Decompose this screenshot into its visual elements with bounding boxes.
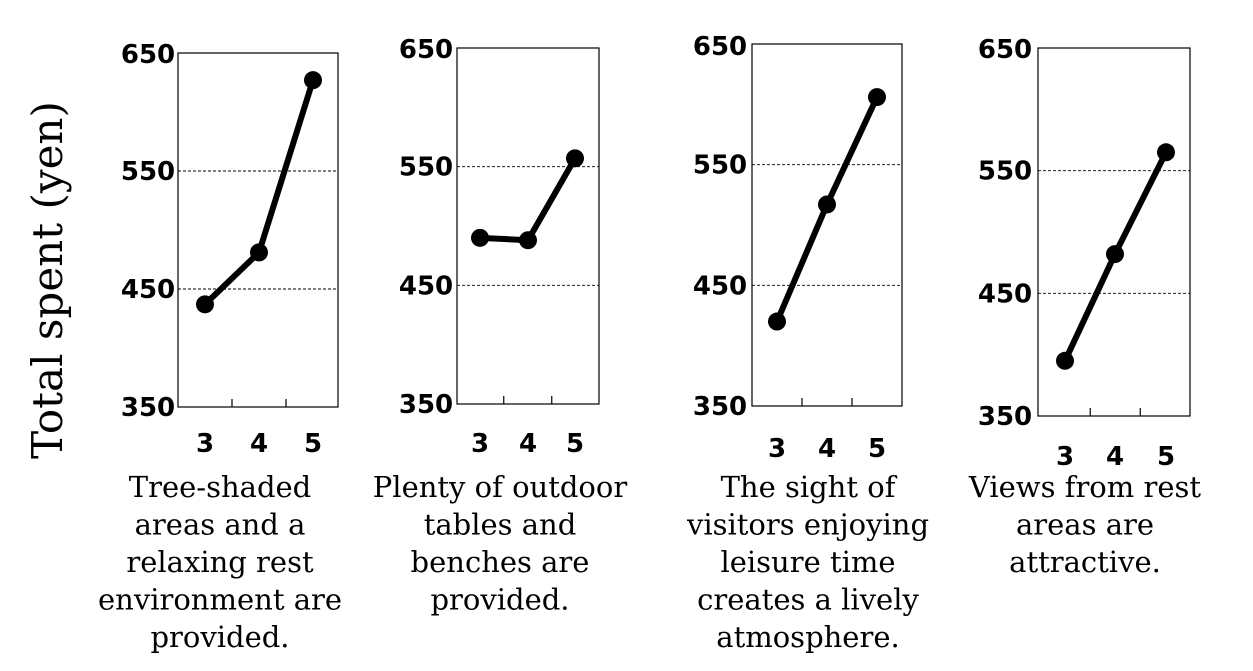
panel-caption-line: visitors enjoying	[686, 508, 929, 542]
panel-caption-line: creates a lively	[697, 583, 919, 617]
y-tick-label: 550	[399, 153, 453, 183]
y-tick-label: 650	[399, 35, 453, 65]
panel-caption-line: Plenty of outdoor	[373, 470, 628, 504]
panel-caption-line: Tree-shaded	[129, 470, 311, 504]
data-point	[471, 228, 489, 247]
panel-caption-line: The sight of	[721, 470, 898, 504]
panel-caption-line: areas and a	[135, 508, 306, 542]
panel-caption-line: leisure time	[720, 545, 895, 579]
panel-caption-line: benches are	[411, 545, 590, 579]
panel-caption-line: Views from rest	[968, 470, 1201, 504]
panel-caption-line: provided.	[430, 583, 569, 617]
series-line	[202, 77, 316, 308]
x-tick-label: 5	[1157, 442, 1175, 472]
y-tick-label: 450	[399, 271, 453, 301]
x-tick-label: 3	[196, 429, 214, 459]
y-tick-label: 550	[121, 157, 175, 187]
y-tick-label: 350	[121, 393, 175, 423]
data-point	[868, 88, 886, 107]
chart-panel-1: 650 550 450 350 3 4 5 Tree-shaded areas and arel…	[98, 40, 342, 654]
y-tick-label: 650	[693, 32, 747, 62]
panel-caption-line: relaxing rest	[126, 545, 314, 579]
y-tick-label: 350	[978, 402, 1032, 432]
data-point	[768, 312, 786, 331]
x-tick-label: 5	[304, 429, 322, 459]
y-tick-label: 450	[121, 275, 175, 305]
series-line	[477, 155, 578, 244]
y-tick-label: 550	[978, 157, 1032, 187]
x-tick-label: 3	[768, 434, 786, 464]
y-tick-label: 650	[121, 40, 175, 70]
panel-caption-line: atmosphere.	[716, 620, 899, 654]
chart-panel-2: 650 550 450 350 3 4 5 Plenty of outdoor tables a…	[373, 35, 628, 617]
data-point	[519, 231, 537, 250]
plot-frame	[1037, 47, 1191, 417]
y-tick-label: 450	[693, 271, 747, 301]
data-point	[1056, 351, 1074, 370]
y-tick-label: 450	[978, 279, 1032, 309]
panel-caption-line: areas are	[1016, 508, 1154, 542]
data-point	[1106, 245, 1124, 264]
x-tick-label: 3	[1056, 442, 1074, 472]
plot-frame	[456, 47, 600, 405]
data-point	[250, 243, 268, 262]
data-point	[818, 195, 836, 214]
data-point	[1157, 143, 1175, 162]
data-point	[566, 149, 584, 168]
data-point	[304, 71, 322, 90]
y-tick-label: 550	[693, 151, 747, 181]
plot-frame	[177, 52, 339, 408]
y-tick-label: 650	[978, 35, 1032, 65]
panel-caption-line: attractive.	[1009, 545, 1161, 579]
panel-caption-line: tables and	[424, 508, 577, 542]
x-tick-label: 4	[519, 429, 537, 459]
chart-panel-3: 650 550 450 350 3 4 5 The sight of visitors enjo…	[686, 32, 929, 654]
x-tick-label: 4	[1106, 442, 1124, 472]
x-tick-label: 5	[566, 429, 584, 459]
y-tick-label: 350	[693, 392, 747, 422]
x-tick-label: 4	[818, 434, 836, 464]
y-tick-label: 350	[399, 390, 453, 420]
plot-frame	[751, 43, 903, 407]
panel-caption-line: provided.	[150, 620, 289, 654]
x-tick-label: 4	[250, 429, 268, 459]
y-axis-title: Total spent (yen)	[23, 101, 72, 459]
x-tick-label: 3	[471, 429, 489, 459]
data-point	[196, 295, 214, 314]
x-tick-label: 5	[868, 434, 886, 464]
panel-caption-line: environment are	[98, 583, 342, 617]
